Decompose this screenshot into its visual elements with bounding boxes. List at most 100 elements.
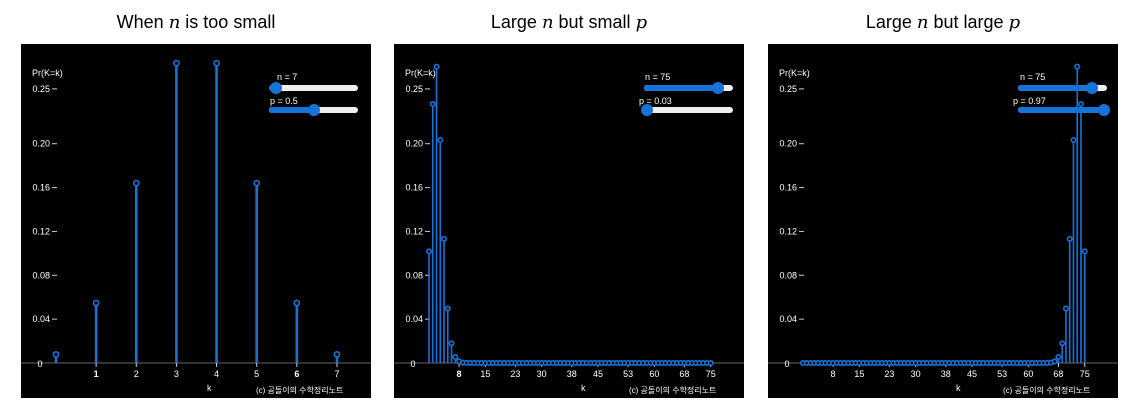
slider-fill	[1018, 85, 1092, 91]
stem-marker	[132, 179, 140, 187]
stem-marker	[1081, 248, 1088, 255]
y-tick-label: 0	[784, 359, 789, 369]
x-tick-label: 8	[831, 369, 836, 379]
y-axis-label: Pr(K=k)	[32, 68, 63, 78]
y-tick-label: 0.20	[32, 139, 50, 149]
stem-marker	[213, 59, 220, 67]
title-text: but large	[928, 12, 1009, 32]
stem-chart: 0.04 0.08 0.12 0.16 0.20 0.25 0 1 2 3 4 5 6 7	[21, 59, 371, 379]
slider-thumb[interactable]	[307, 104, 320, 116]
n-slider[interactable]	[1018, 82, 1107, 94]
y-tick-label: 0	[410, 359, 415, 369]
y-tick-label: 0.04	[779, 314, 797, 324]
x-tick-label: 68	[1053, 369, 1063, 379]
y-tick-label: 0.20	[779, 139, 797, 149]
x-tick-label: 23	[884, 369, 894, 379]
stem-marker	[437, 136, 444, 143]
x-tick-label: 38	[941, 369, 951, 379]
stem-marker	[425, 248, 432, 255]
title-text: but small	[553, 12, 636, 32]
chart-panel-2: Large n but small p 0.04 0.08 0.12 0.16 0.20…	[394, 0, 744, 417]
y-axis-label: Pr(K=k)	[779, 68, 810, 78]
p-slider-label: p = 0.03	[639, 96, 672, 106]
x-tick-label: 5	[254, 369, 259, 379]
p-slider-label: p = 0.97	[1013, 96, 1046, 106]
title-text: Large	[490, 12, 542, 32]
stem-marker	[707, 359, 714, 366]
chart-panel-1: When n is too small 0.04 0.08 0.12 0.16 0.20…	[21, 0, 371, 417]
n-slider-label: n = 7	[277, 72, 298, 82]
stem-marker	[429, 101, 436, 108]
x-tick-label: 3	[174, 369, 179, 379]
x-tick-label: 60	[649, 369, 659, 379]
slider-thumb[interactable]	[640, 104, 653, 116]
stem-chart: 0.04 0.08 0.12 0.16 0.20 0.25 0 8 15 23 30 38 45 53 60…	[768, 63, 1118, 379]
stem-marker	[52, 351, 60, 358]
slider-fill	[1018, 107, 1105, 113]
stem-marker	[333, 351, 341, 358]
y-tick-label: 0.16	[32, 183, 50, 193]
stem-marker	[1055, 354, 1062, 361]
x-tick-label: 4	[214, 369, 219, 379]
slider-thumb[interactable]	[1086, 82, 1098, 94]
x-tick-label: 8	[457, 369, 462, 379]
slider-thumb[interactable]	[270, 82, 283, 94]
stem-marker	[1070, 136, 1077, 143]
stem-marker	[1066, 235, 1073, 242]
stem-marker	[433, 63, 440, 70]
chart-title: When n is too small	[21, 12, 371, 33]
x-tick-label: 15	[480, 369, 490, 379]
title-variable: p	[635, 12, 648, 33]
x-tick-label: 2	[134, 369, 139, 379]
stem-marker	[444, 305, 451, 312]
stem-marker	[1051, 358, 1058, 365]
slider-fill	[644, 85, 718, 91]
stem-marker	[92, 299, 100, 307]
x-axis-label: k	[581, 383, 586, 393]
y-tick-label: 0.25	[405, 84, 423, 94]
n-slider[interactable]	[644, 82, 733, 94]
title-variable: p	[1008, 12, 1021, 33]
slider-thumb[interactable]	[712, 82, 724, 94]
x-tick-label: 6	[294, 369, 299, 379]
title-variable: n	[168, 12, 181, 33]
x-tick-label: 53	[623, 369, 633, 379]
p-slider-label: p = 0.5	[270, 96, 298, 106]
p-slider[interactable]	[640, 104, 733, 116]
p-slider[interactable]	[1018, 104, 1111, 116]
y-tick-label: 0.16	[779, 183, 797, 193]
stem-marker	[441, 235, 448, 242]
x-tick-label: 23	[510, 369, 520, 379]
x-tick-label: 53	[997, 369, 1007, 379]
x-axis-label: k	[207, 383, 212, 393]
y-tick-label: 0.04	[405, 314, 423, 324]
stem-marker	[452, 354, 459, 361]
x-tick-label: 30	[911, 369, 921, 379]
y-axis-label: Pr(K=k)	[405, 68, 436, 78]
slider-thumb[interactable]	[1098, 104, 1111, 116]
y-tick-label: 0.08	[779, 270, 797, 280]
x-tick-label: 60	[1023, 369, 1033, 379]
stem-marker	[1074, 63, 1081, 70]
y-tick-label: 0.25	[32, 84, 50, 94]
plot-area: 0.04 0.08 0.12 0.16 0.20 0.25 0 8 15 23 30 38 45 53 60…	[394, 44, 744, 398]
stem-chart: 0.04 0.08 0.12 0.16 0.20 0.25 0 8 15 23 30 38 45 53 60…	[394, 63, 744, 379]
n-slider[interactable]	[269, 82, 358, 94]
y-tick-label: 0.08	[405, 270, 423, 280]
plot-area: 0.04 0.08 0.12 0.16 0.20 0.25 0 8 15 23 30 38 45 53 60…	[768, 44, 1118, 398]
x-tick-label: 45	[967, 369, 977, 379]
y-tick-label: 0.12	[32, 226, 50, 236]
y-tick-label: 0	[37, 359, 42, 369]
credit-text: (c) 공돌이의 수학정리노트	[629, 386, 717, 395]
y-tick-label: 0.20	[405, 139, 423, 149]
p-slider[interactable]	[269, 104, 358, 116]
stem-marker	[293, 299, 301, 307]
title-variable: n	[916, 12, 929, 33]
x-tick-label: 1	[94, 369, 99, 379]
stem-marker	[173, 59, 180, 67]
title-text: When	[116, 12, 169, 32]
x-tick-label: 30	[537, 369, 547, 379]
title-text: is too small	[180, 12, 276, 32]
y-tick-label: 0.16	[405, 183, 423, 193]
stem-marker	[1062, 305, 1069, 312]
